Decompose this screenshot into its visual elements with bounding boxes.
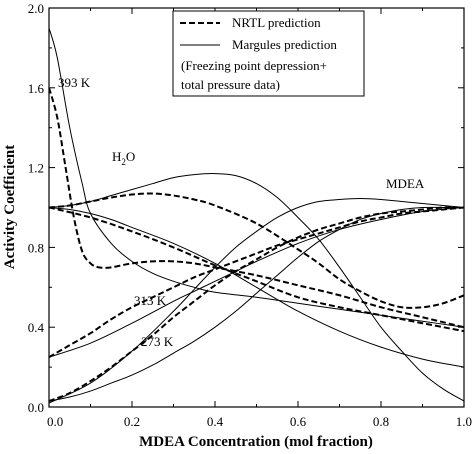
y-axis-label: Activity Coefficient (2, 145, 18, 270)
annotation-h2o-subscript: 2 (121, 157, 126, 167)
y-tick-label: 1.6 (28, 81, 45, 96)
x-tick-label: 0.8 (373, 414, 389, 429)
legend-label-margules: Margules prediction (232, 37, 337, 52)
annotation-h2o-h: H (112, 149, 121, 164)
series-line-margules-h2o-0 (49, 173, 464, 402)
x-tick-label: 0.0 (47, 414, 63, 429)
annotation-h2o: H2O (112, 149, 135, 167)
legend: NRTL prediction Margules prediction (Fre… (172, 10, 365, 97)
x-tick-label: 0.6 (290, 414, 307, 429)
y-axis: 0.0 0.4 0.8 1.2 1.6 2.0 (28, 1, 464, 415)
legend-box (172, 10, 365, 97)
series-line-nrtl-mdea-9 (49, 206, 464, 402)
series-line-margules-mdea-6 (49, 206, 464, 402)
y-tick-label: 0.0 (28, 400, 44, 415)
annotation-313k: 313 K (134, 293, 167, 308)
series-line-nrtl-h2o-5 (49, 87, 464, 329)
annotation-393k: 393 K (58, 75, 91, 90)
legend-note-line-2: total pressure data) (181, 77, 280, 92)
series-line-nrtl-h2o-3 (49, 192, 464, 309)
y-tick-label: 0.4 (28, 320, 45, 335)
x-axis-label: MDEA Concentration (mol fraction) (139, 434, 373, 450)
legend-note-line-1: (Freezing point depression+ (181, 58, 327, 73)
x-axis: 0.0 0.2 0.4 0.6 0.8 1.0 (47, 8, 472, 429)
y-tick-label: 0.8 (28, 240, 44, 255)
series-layer (49, 27, 464, 404)
x-tick-label: 0.2 (124, 414, 140, 429)
series-line-nrtl-h2o-4 (49, 206, 464, 333)
x-tick-label: 1.0 (456, 414, 472, 429)
legend-label-nrtl: NRTL prediction (232, 15, 321, 30)
annotation-h2o-o: O (126, 149, 135, 164)
series-line-margules-h2o-2 (49, 27, 464, 328)
y-tick-label: 2.0 (28, 1, 44, 16)
annotation-mdea: MDEA (386, 176, 425, 191)
x-tick-label: 0.4 (207, 414, 224, 429)
series-line-margules-mdea-8 (49, 198, 464, 404)
y-tick-label: 1.2 (28, 161, 44, 176)
annotation-273k: 273 K (141, 334, 174, 349)
